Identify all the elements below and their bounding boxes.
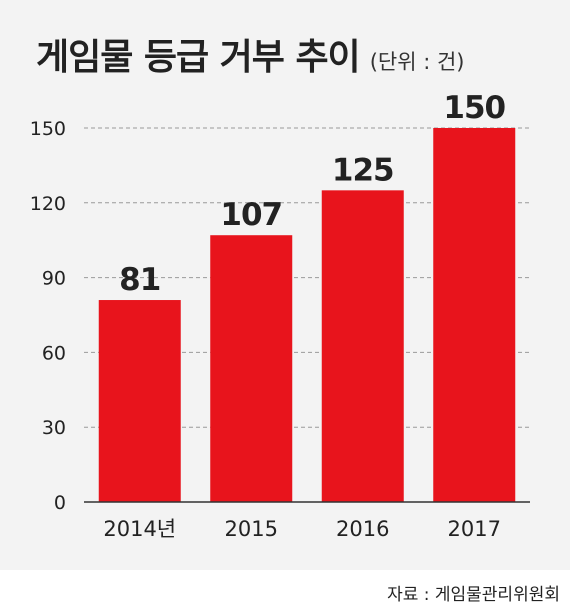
data-label: 150	[443, 90, 505, 126]
y-tick-label: 120	[30, 193, 66, 215]
y-tick-label: 90	[42, 268, 66, 290]
bar	[210, 235, 293, 503]
x-tick-label: 2017	[448, 517, 501, 541]
x-tick-label: 2014년	[103, 517, 176, 541]
chart-title-block: 게임물 등급 거부 추이 (단위 : 건)	[36, 28, 464, 80]
x-tick-label: 2016	[336, 517, 389, 541]
y-tick-label: 60	[42, 342, 66, 364]
data-label: 81	[119, 262, 160, 298]
y-tick-label: 150	[30, 118, 66, 140]
bar	[433, 128, 516, 502]
x-tick-label: 2015	[225, 517, 278, 541]
bar-chart: 0 30 60 90 120 150 81 2014년 107 2015 125 2016 150 201…	[30, 90, 530, 541]
bar	[98, 300, 181, 502]
chart-card: 게임물 등급 거부 추이 (단위 : 건) 0 30 60 90 120 150 81 2014…	[0, 0, 570, 570]
unit-label: (단위 : 건)	[369, 50, 465, 74]
y-tick-label: 0	[54, 492, 66, 514]
bar	[321, 190, 404, 503]
data-label: 107	[220, 197, 282, 233]
y-tick-label: 30	[42, 417, 66, 439]
source-note: 자료 : 게임물관리위원회	[387, 585, 560, 605]
chart-title: 게임물 등급 거부 추이	[36, 37, 361, 78]
data-label: 125	[332, 152, 394, 188]
